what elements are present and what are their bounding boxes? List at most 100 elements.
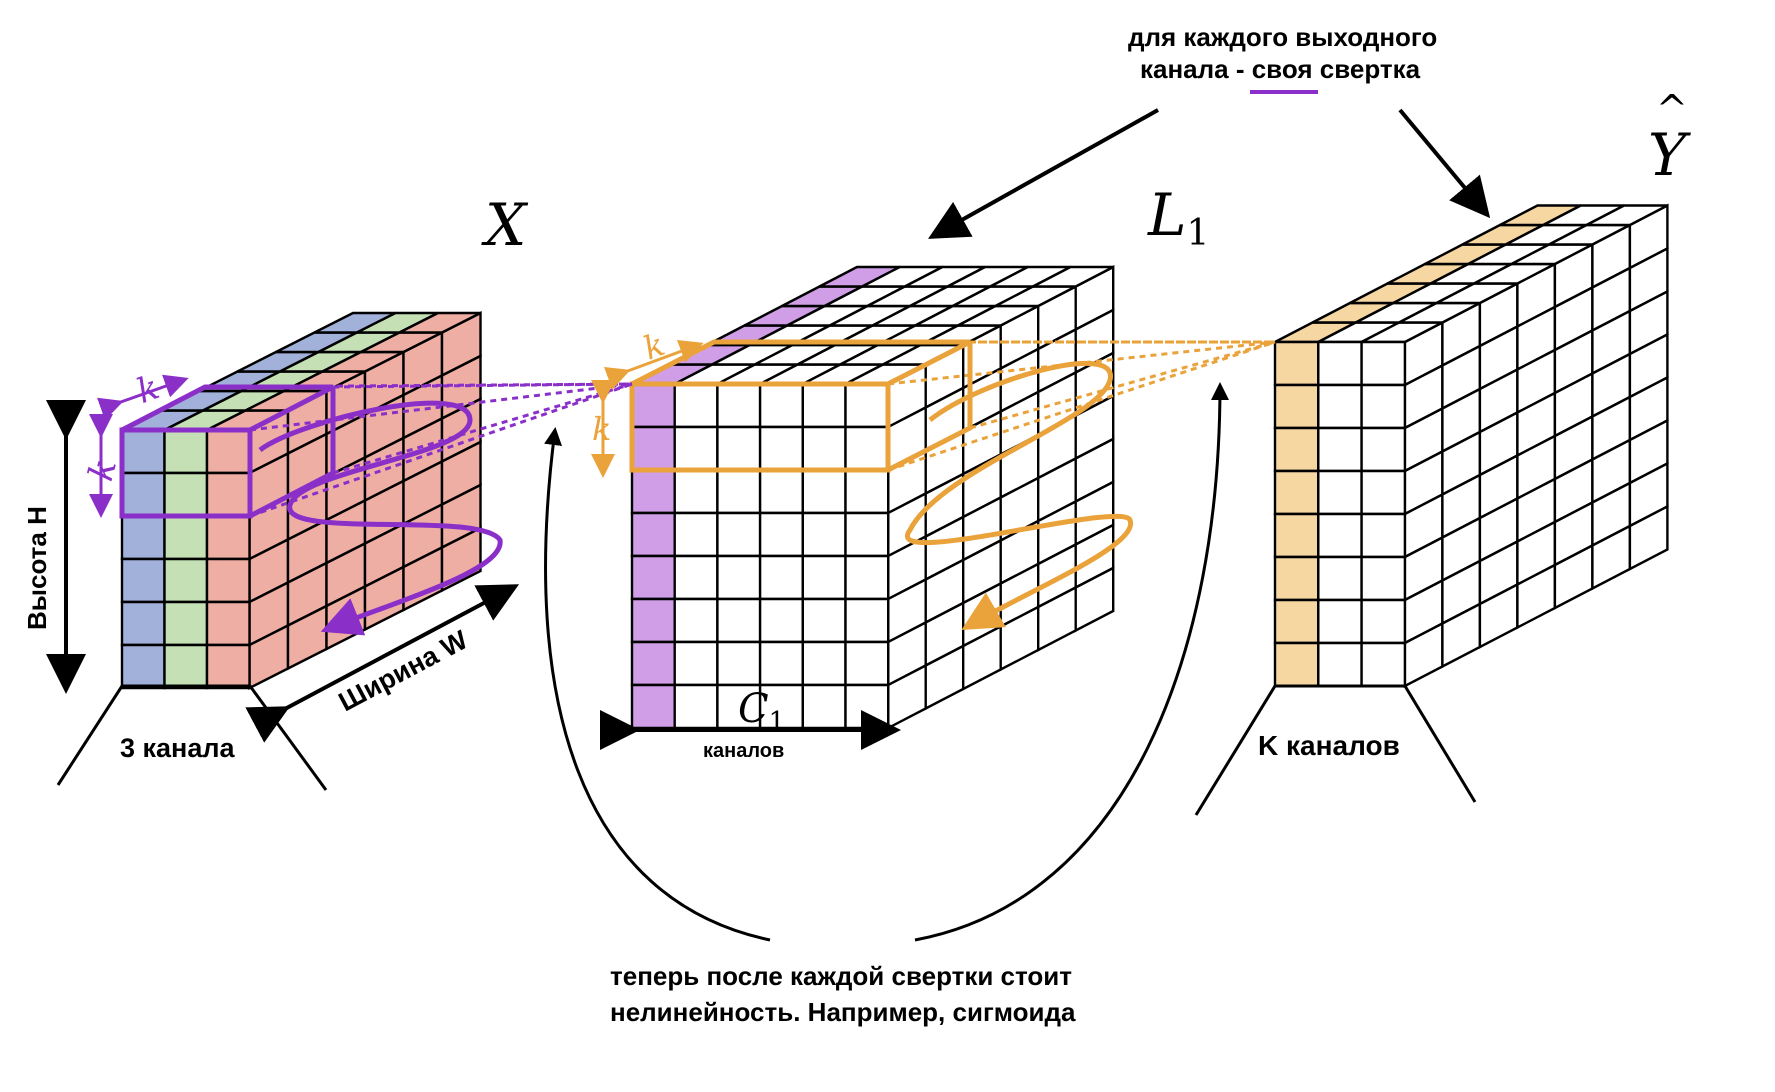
cell-front bbox=[1317, 641, 1363, 688]
cell-front bbox=[801, 640, 847, 687]
cell-side bbox=[1628, 504, 1669, 571]
cell-front bbox=[163, 471, 209, 518]
cell-front bbox=[630, 425, 676, 472]
curve-arrow-right bbox=[914, 382, 1229, 942]
top-note-line1: для каждого выходного bbox=[1128, 22, 1437, 52]
cell-front bbox=[844, 382, 890, 429]
cell-front bbox=[758, 640, 804, 687]
k-channels-label: K каналов bbox=[1258, 730, 1400, 761]
cell-front bbox=[630, 640, 676, 687]
cell-front bbox=[630, 683, 676, 730]
label-x: X bbox=[481, 191, 529, 259]
hidden-tensor-l1 bbox=[630, 265, 1115, 730]
cell-front bbox=[1273, 383, 1320, 430]
cell-front bbox=[205, 600, 251, 647]
legs-y bbox=[1194, 684, 1477, 816]
cell-front bbox=[205, 514, 251, 561]
top-arrow-left bbox=[928, 108, 1159, 239]
cell-front bbox=[1317, 383, 1363, 430]
cell-front bbox=[758, 382, 804, 429]
cell-front bbox=[205, 471, 251, 518]
cell-front bbox=[716, 425, 762, 472]
cell-front bbox=[673, 683, 719, 730]
width-arrow bbox=[245, 584, 520, 743]
cell-front bbox=[120, 471, 166, 518]
cell-front bbox=[1360, 512, 1407, 559]
cell-front bbox=[1317, 469, 1363, 516]
legs-x bbox=[56, 684, 328, 791]
cell-front bbox=[1317, 340, 1363, 387]
cell-front bbox=[801, 382, 847, 429]
label-y: Y bbox=[1648, 121, 1691, 189]
cell-side bbox=[440, 526, 482, 593]
kernel-projections bbox=[204, 340, 1276, 518]
cell-front bbox=[1273, 426, 1320, 473]
projection-line-purple bbox=[249, 382, 633, 518]
cell-front bbox=[630, 511, 676, 558]
cell-front bbox=[844, 640, 890, 687]
cell-front bbox=[844, 554, 890, 601]
cell-front bbox=[716, 468, 762, 515]
cell-front bbox=[844, 683, 890, 730]
cell-front bbox=[1360, 641, 1407, 688]
cell-front bbox=[120, 600, 166, 647]
cell-front bbox=[163, 428, 209, 475]
cell-front bbox=[758, 511, 804, 558]
projection-line-purple bbox=[204, 382, 633, 389]
cell-front bbox=[1360, 598, 1407, 645]
cell-front bbox=[205, 557, 251, 604]
cell-front bbox=[163, 643, 209, 690]
cell-front bbox=[630, 597, 676, 644]
bottom-note-line2: нелинейность. Например, сигмоида bbox=[610, 997, 1076, 1027]
projection-line-purple bbox=[332, 382, 633, 475]
label-l1: L1 bbox=[1147, 181, 1209, 254]
cell-front bbox=[673, 382, 719, 429]
cell-front bbox=[758, 554, 804, 601]
label-y-hat: ^ bbox=[1656, 87, 1688, 131]
cell-front bbox=[716, 597, 762, 644]
cell-front bbox=[801, 425, 847, 472]
cell-front bbox=[630, 468, 676, 515]
cell-front bbox=[1317, 555, 1363, 602]
height-label: Высота H bbox=[22, 506, 52, 630]
cell-front bbox=[673, 425, 719, 472]
cell-front bbox=[1273, 340, 1320, 387]
projection-line-orange bbox=[887, 340, 1276, 386]
cell-front bbox=[630, 382, 676, 429]
cell-front bbox=[1360, 426, 1407, 473]
cell-front bbox=[801, 554, 847, 601]
top-note-line2: канала - своя свертка bbox=[1140, 54, 1421, 84]
cell-front bbox=[716, 511, 762, 558]
cell-front bbox=[844, 511, 890, 558]
k-arrow-x-top bbox=[97, 374, 189, 421]
cell-front bbox=[1273, 512, 1320, 559]
cell-front bbox=[120, 557, 166, 604]
cell-front bbox=[1273, 469, 1320, 516]
label-l1-sub: 1 bbox=[1187, 213, 1210, 254]
cell-front bbox=[673, 511, 719, 558]
cell-front bbox=[844, 597, 890, 644]
cell-front bbox=[120, 514, 166, 561]
bottom-note-line1: теперь после каждой свертки стоит bbox=[610, 961, 1072, 991]
output-tensor-y bbox=[1273, 203, 1669, 688]
cell-front bbox=[801, 597, 847, 644]
k-arrow-l1-top bbox=[603, 339, 704, 390]
curve-arrow-left bbox=[544, 427, 771, 942]
cell-front bbox=[120, 643, 166, 690]
cell-front bbox=[1360, 555, 1407, 602]
cell-front bbox=[801, 511, 847, 558]
cell-front bbox=[120, 428, 166, 475]
label-c1-sub: 1 bbox=[769, 707, 786, 737]
scan-path-orange bbox=[904, 360, 1133, 631]
cell-front bbox=[205, 643, 251, 690]
three-channels-label: 3 канала bbox=[120, 733, 236, 763]
cell-front bbox=[1273, 641, 1320, 688]
scan-path-purple bbox=[258, 400, 503, 636]
cell-front bbox=[716, 554, 762, 601]
projection-line-purple bbox=[249, 382, 633, 432]
cell-front bbox=[844, 468, 890, 515]
cell-front bbox=[1317, 426, 1363, 473]
cell-front bbox=[673, 554, 719, 601]
cell-side bbox=[1074, 566, 1115, 633]
cell-top bbox=[1032, 265, 1114, 288]
